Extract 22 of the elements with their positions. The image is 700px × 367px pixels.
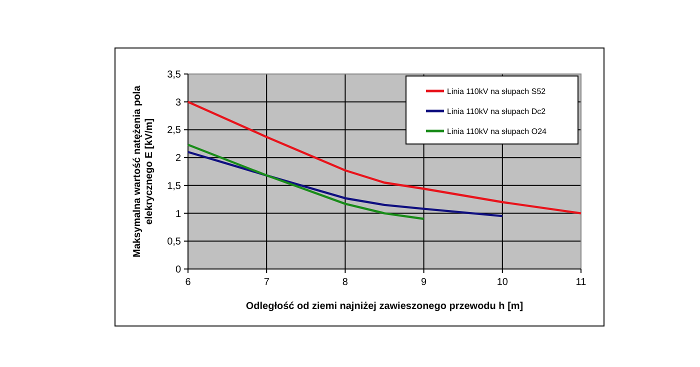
- line-series: [186, 100, 582, 214]
- x-tick-label: 11: [576, 277, 587, 288]
- x-axis-title: Odległość od ziemi najniżej zawieszonego przewodu h [m]: [246, 301, 524, 312]
- x-tick-label: 6: [185, 277, 192, 288]
- x-tick-label: 7: [264, 277, 270, 288]
- y-tick-label: 0: [175, 264, 182, 276]
- y-tick-label: 2: [175, 153, 182, 164]
- y-tick-label: 3: [175, 97, 182, 108]
- x-tick-label: 10: [496, 277, 508, 288]
- x-tick-label: 9: [421, 277, 428, 288]
- y-axis-title: Maksymalna wartość natężenia pola elekrycznego E [kV/m]: [132, 85, 155, 258]
- y-tick-label: 0,5: [167, 236, 182, 248]
- y-tick-label: 1,5: [167, 180, 182, 192]
- y-tick-label: 1: [175, 208, 182, 220]
- x-tick-label: 8: [342, 277, 348, 288]
- line-series: [186, 150, 504, 218]
- y-tick-label: 2,5: [167, 125, 182, 136]
- legend-label: Linia 110kV na słupach O24: [447, 127, 548, 136]
- legend-label: Linia 110kV na słupach S52: [447, 87, 546, 96]
- line-series: [186, 144, 425, 220]
- legend-label: Linia 110kV na słupach Dc2: [447, 107, 546, 116]
- y-tick-label: 3,5: [167, 70, 182, 80]
